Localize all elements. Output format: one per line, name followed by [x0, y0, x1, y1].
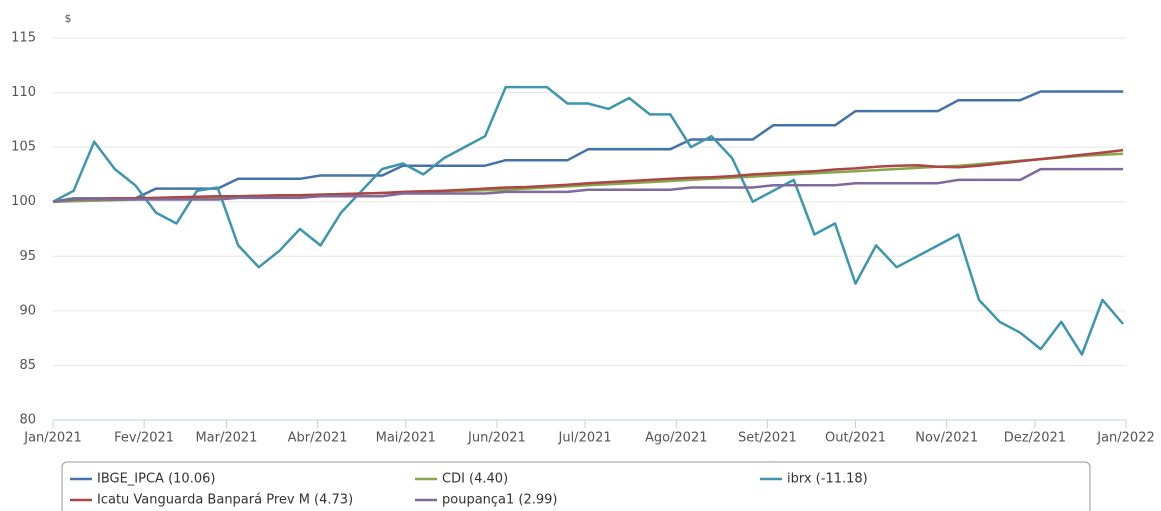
series-line	[52, 148, 1124, 203]
x-tick-label: Set/2021	[738, 431, 797, 446]
x-tick-label: Mar/2021	[195, 431, 257, 446]
legend-label[interactable]: Icatu Vanguarda Banpará Prev M (4.73)	[97, 493, 353, 508]
y-axis-title: $	[65, 12, 72, 25]
legend-label[interactable]: IBGE_IPCA (10.06)	[97, 472, 215, 487]
y-tick-label: 90	[19, 303, 36, 318]
x-tick-label: Jul/2021	[558, 431, 612, 446]
series-line	[52, 167, 1124, 203]
x-tick-label: Jun/2021	[467, 431, 526, 446]
x-tick-label: Jan/2021	[23, 431, 82, 446]
legend-label[interactable]: poupança1 (2.99)	[442, 493, 558, 508]
x-tick-label: Nov/2021	[915, 431, 978, 446]
legend-label[interactable]: CDI (4.40)	[442, 472, 508, 487]
x-tick-label: Jan/2022	[1096, 431, 1155, 446]
x-tick-label: Ago/2021	[645, 431, 708, 446]
x-tick-label: Fev/2021	[114, 431, 174, 446]
series-line	[52, 85, 1125, 356]
x-tick-label: Abr/2021	[288, 431, 348, 446]
y-tick-label: 80	[19, 413, 36, 428]
y-tick-label: 95	[19, 249, 36, 264]
series-line	[52, 152, 1124, 203]
x-tick-label: Mai/2021	[376, 431, 436, 446]
y-tick-label: 85	[19, 358, 36, 373]
legend-box	[61, 461, 1091, 511]
x-tick-label: Out/2021	[825, 431, 886, 446]
y-tick-label: 105	[11, 140, 36, 155]
x-tick-label: Dez/2021	[1004, 431, 1066, 446]
y-tick-label: 100	[11, 194, 36, 209]
y-tick-label: 110	[11, 85, 36, 100]
y-tick-label: 115	[11, 31, 36, 46]
series-line	[52, 90, 1124, 203]
legend-label[interactable]: ibrx (-11.18)	[787, 472, 868, 487]
